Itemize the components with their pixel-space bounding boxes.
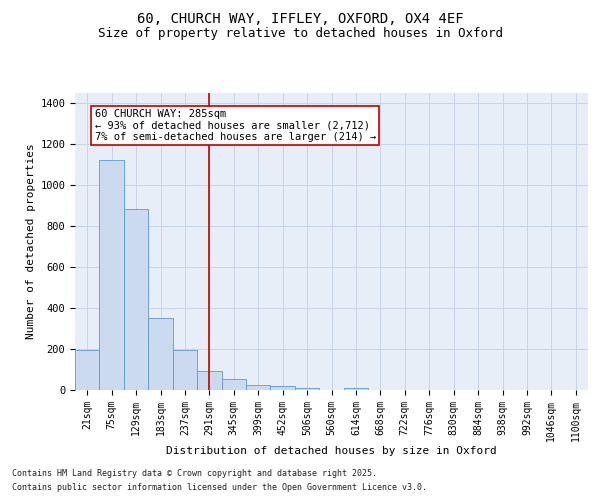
Y-axis label: Number of detached properties: Number of detached properties <box>26 144 36 339</box>
Bar <box>148 318 173 390</box>
Bar <box>246 386 271 390</box>
Bar <box>221 378 246 390</box>
Bar <box>197 370 221 390</box>
Text: Size of property relative to detached houses in Oxford: Size of property relative to detached ho… <box>97 27 503 40</box>
Text: Contains HM Land Registry data © Crown copyright and database right 2025.: Contains HM Land Registry data © Crown c… <box>12 470 377 478</box>
Bar <box>75 350 100 390</box>
Bar <box>344 388 368 390</box>
Text: 60, CHURCH WAY, IFFLEY, OXFORD, OX4 4EF: 60, CHURCH WAY, IFFLEY, OXFORD, OX4 4EF <box>137 12 463 26</box>
Bar <box>124 210 148 390</box>
Bar <box>271 386 295 390</box>
X-axis label: Distribution of detached houses by size in Oxford: Distribution of detached houses by size … <box>166 446 497 456</box>
Bar <box>295 388 319 390</box>
Bar <box>173 350 197 390</box>
Text: 60 CHURCH WAY: 285sqm
← 93% of detached houses are smaller (2,712)
7% of semi-de: 60 CHURCH WAY: 285sqm ← 93% of detached … <box>95 109 376 142</box>
Bar <box>100 160 124 390</box>
Text: Contains public sector information licensed under the Open Government Licence v3: Contains public sector information licen… <box>12 483 427 492</box>
